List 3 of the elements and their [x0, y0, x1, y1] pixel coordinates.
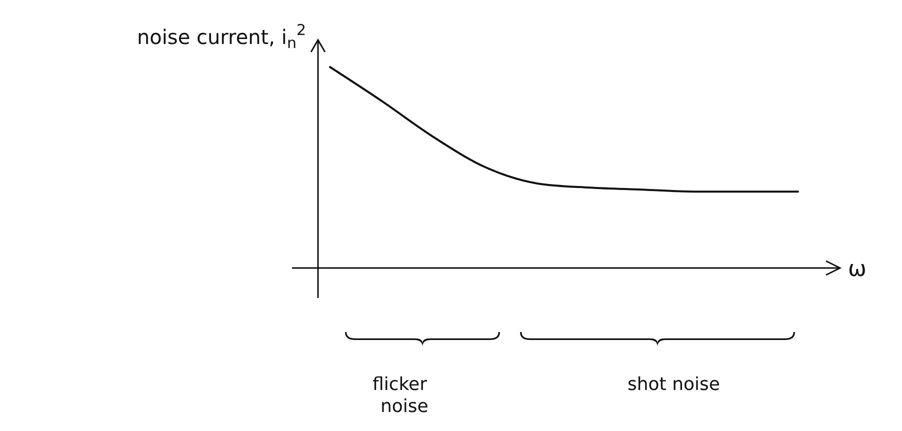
text: shot noise [628, 374, 720, 395]
text: flicker noise [372, 374, 428, 417]
x-axis-title: ω [848, 257, 866, 282]
